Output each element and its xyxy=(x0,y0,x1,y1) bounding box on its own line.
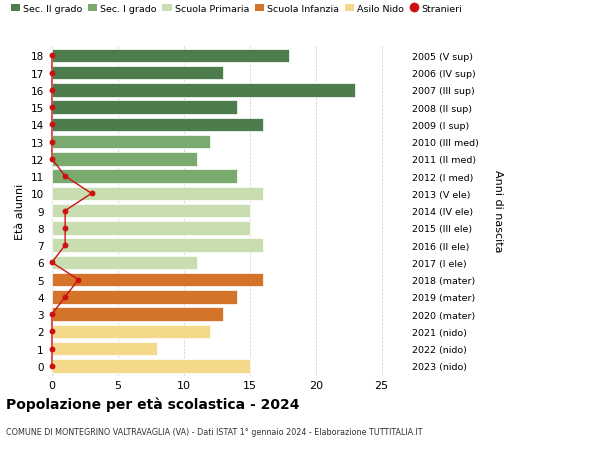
Point xyxy=(61,225,70,232)
Bar xyxy=(52,256,197,269)
Point xyxy=(47,328,57,335)
Bar xyxy=(52,222,250,235)
Bar xyxy=(52,291,236,304)
Bar xyxy=(52,118,263,132)
Text: Popolazione per età scolastica - 2024: Popolazione per età scolastica - 2024 xyxy=(6,397,299,412)
Bar xyxy=(52,187,263,201)
Bar xyxy=(52,50,289,63)
Bar xyxy=(52,359,250,373)
Bar xyxy=(52,153,197,166)
Point xyxy=(47,87,57,95)
Bar xyxy=(52,204,250,218)
Bar xyxy=(52,273,263,287)
Bar xyxy=(52,135,210,149)
Point xyxy=(47,363,57,370)
Point xyxy=(47,259,57,266)
Legend: Sec. II grado, Sec. I grado, Scuola Primaria, Scuola Infanzia, Asilo Nido, Stran: Sec. II grado, Sec. I grado, Scuola Prim… xyxy=(11,5,463,14)
Point xyxy=(61,242,70,249)
Bar xyxy=(52,67,223,80)
Bar xyxy=(52,239,263,252)
Point xyxy=(87,190,97,197)
Point xyxy=(61,173,70,180)
Bar xyxy=(52,325,210,338)
Point xyxy=(61,207,70,215)
Point xyxy=(47,121,57,129)
Bar xyxy=(52,84,355,97)
Bar xyxy=(52,170,236,184)
Point xyxy=(74,276,83,284)
Point xyxy=(47,104,57,112)
Bar xyxy=(52,101,236,115)
Y-axis label: Anni di nascita: Anni di nascita xyxy=(493,170,503,252)
Point xyxy=(47,345,57,353)
Bar xyxy=(52,342,157,356)
Text: COMUNE DI MONTEGRINO VALTRAVAGLIA (VA) - Dati ISTAT 1° gennaio 2024 - Elaborazio: COMUNE DI MONTEGRINO VALTRAVAGLIA (VA) -… xyxy=(6,427,422,436)
Point xyxy=(47,311,57,318)
Point xyxy=(47,70,57,77)
Y-axis label: Età alunni: Età alunni xyxy=(15,183,25,239)
Bar xyxy=(52,308,223,321)
Point xyxy=(47,156,57,163)
Point xyxy=(47,52,57,60)
Point xyxy=(47,139,57,146)
Point xyxy=(61,294,70,301)
